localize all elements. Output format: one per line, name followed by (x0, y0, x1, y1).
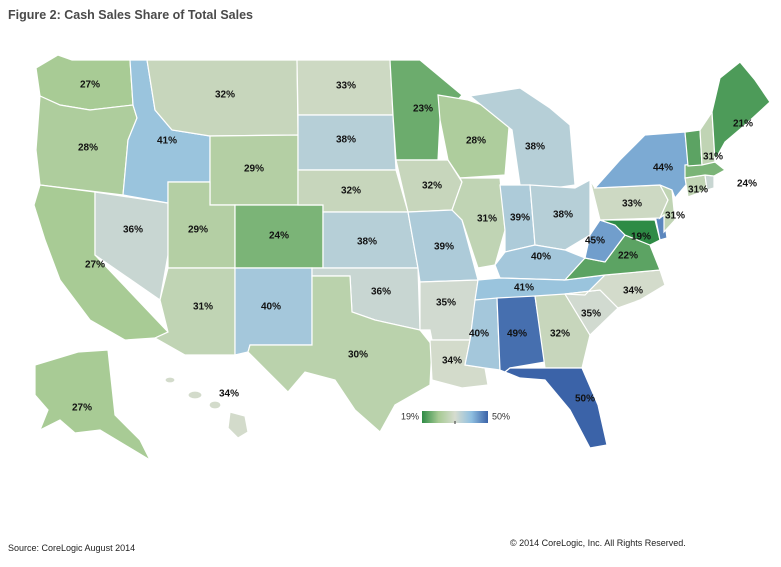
label-AR: 35% (436, 298, 456, 309)
label-KY: 40% (531, 252, 551, 263)
label-CA: 27% (85, 260, 105, 271)
label-OR: 28% (78, 143, 98, 154)
label-PA: 33% (622, 199, 642, 210)
state-HI (164, 376, 249, 439)
label-ID: 41% (157, 136, 177, 147)
label-CT: 31% (688, 185, 708, 196)
state-MD (599, 219, 661, 246)
legend: 19% 50% (401, 411, 510, 424)
state-ME (711, 61, 771, 163)
label-LA: 34% (442, 356, 462, 367)
label-NH: 31% (703, 152, 723, 163)
label-SD: 38% (336, 135, 356, 146)
label-KS: 38% (357, 237, 377, 248)
label-WA: 27% (80, 80, 100, 91)
label-UT: 29% (188, 225, 208, 236)
state-NH (699, 110, 716, 166)
label-FL: 50% (575, 394, 595, 405)
legend-color-bar (422, 411, 488, 423)
label-OK: 36% (371, 287, 391, 298)
label-NV: 36% (123, 225, 143, 236)
figure-title: Figure 2: Cash Sales Share of Total Sale… (8, 8, 253, 22)
state-TX (247, 275, 433, 433)
label-MO: 39% (434, 242, 454, 253)
state-WI (437, 94, 511, 179)
source-note: Source: CoreLogic August 2014 (8, 543, 136, 553)
label-CO: 24% (269, 231, 289, 242)
state-NJ (658, 183, 676, 234)
label-MI: 38% (525, 142, 545, 153)
state-MN (389, 59, 463, 161)
label-ND: 33% (336, 81, 356, 92)
legend-min-label: 19% (401, 411, 419, 421)
state-VT (684, 129, 703, 167)
label-WY: 29% (244, 164, 264, 175)
label-NJ: 31% (665, 211, 685, 222)
label-WI: 28% (466, 136, 486, 147)
copyright-note: © 2014 CoreLogic, Inc. All Rights Reserv… (510, 538, 686, 548)
state-FL (503, 367, 608, 449)
label-AZ: 31% (193, 302, 213, 313)
label-TN: 41% (514, 283, 534, 294)
label-TX: 30% (348, 350, 368, 361)
label-NC: 34% (623, 286, 643, 297)
state-MI (468, 87, 576, 191)
label-IN: 39% (510, 213, 530, 224)
label-MN: 23% (413, 104, 433, 115)
label-NE: 32% (341, 186, 361, 197)
label-AL: 49% (507, 329, 527, 340)
label-IL: 31% (477, 214, 497, 225)
label-SC: 35% (581, 309, 601, 320)
label-AK: 27% (72, 403, 92, 414)
label-MA: 24% (737, 179, 757, 190)
label-MS: 40% (469, 329, 489, 340)
label-MD: 19% (631, 232, 651, 243)
label-NY: 44% (653, 163, 673, 174)
label-GA: 32% (550, 329, 570, 340)
label-IA: 32% (422, 181, 442, 192)
label-HI: 34% (219, 389, 239, 400)
label-WV: 45% (585, 236, 605, 247)
label-ME: 21% (733, 119, 753, 130)
legend-max-label: 50% (492, 411, 510, 421)
label-NM: 40% (261, 302, 281, 313)
state-AK (34, 349, 152, 462)
label-MT: 32% (215, 90, 235, 101)
label-OH: 38% (553, 210, 573, 221)
label-VA: 22% (618, 251, 638, 262)
